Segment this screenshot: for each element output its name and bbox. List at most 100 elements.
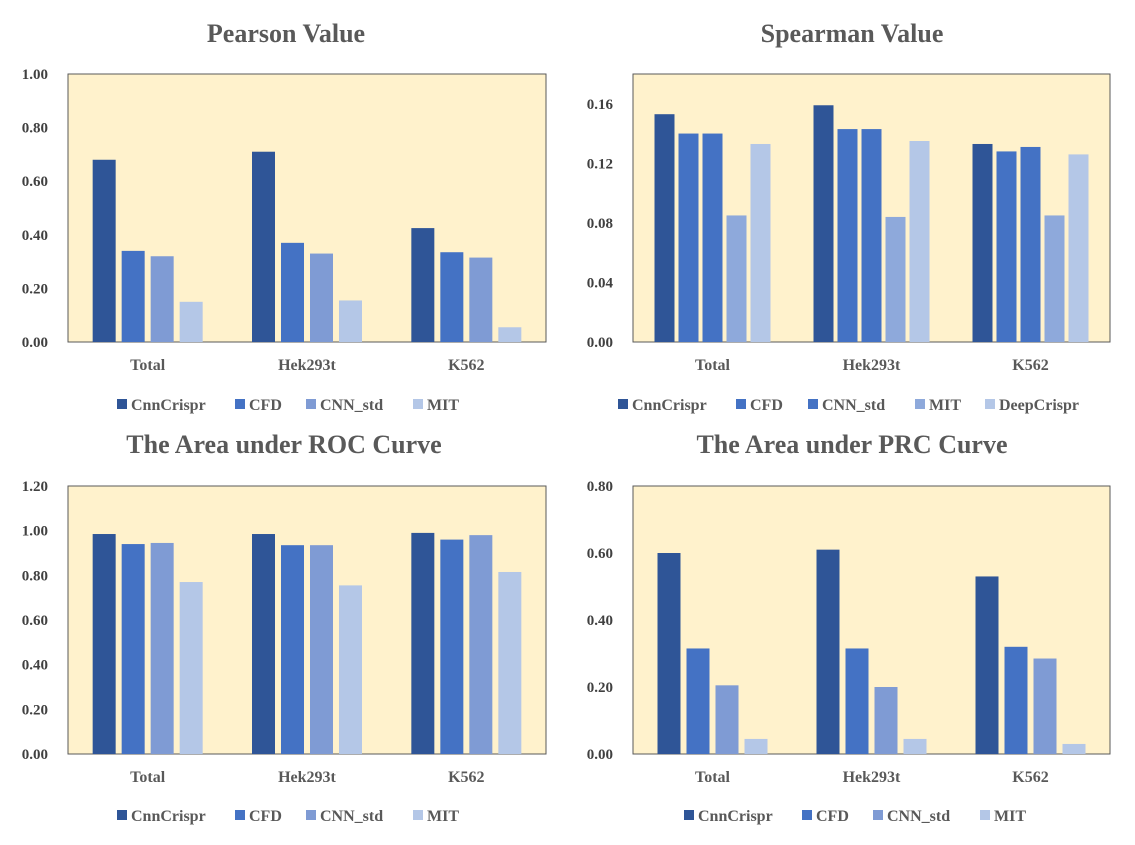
y-tick-label: 0.08 [587,216,613,232]
bar-mit-total [179,301,203,342]
y-tick-label: 0.60 [22,613,48,629]
legend-label: CFD [816,808,849,825]
y-tick-label: 0.80 [587,479,613,495]
bar-cnn-std-total [702,133,723,342]
bar-mit-k562 [1044,215,1065,342]
bar-cnncrispr-k562 [975,576,999,754]
legend-label: CFD [249,808,282,825]
y-tick-label: 0.60 [22,174,48,190]
bar-cnncrispr-hek293t [252,151,275,342]
y-tick-label: 0.60 [587,546,613,562]
bar-mit-k562 [498,571,522,754]
legend-swatch [413,810,423,820]
y-tick-label: 0.40 [587,613,613,629]
legend-label: MIT [994,808,1026,825]
bar-mit-total [744,738,768,754]
bar-cfd-k562 [996,151,1017,342]
bar-mit-k562 [498,327,522,342]
y-tick-label: 1.00 [22,524,48,540]
y-tick-label: 0.20 [587,680,613,696]
bar-mit-k562 [1062,743,1086,754]
legend-label: CnnCrispr [632,397,707,414]
chart-3: The Area under ROC Curve 0.00 0.20 0.40 0.60… [22,430,547,825]
bar-cnn-std-hek293t [310,545,333,754]
bar-cnncrispr-total [92,534,116,754]
legend-label: CnnCrispr [131,808,206,825]
legend-label: MIT [427,808,459,825]
y-tick-label: 0.04 [587,275,614,291]
bar-mit-total [726,215,747,342]
legend-label: CNN_std [320,397,383,414]
legend-swatch [915,399,925,409]
bar-cfd-hek293t [281,545,304,754]
bar-cnncrispr-k562 [411,532,435,754]
x-category-label: Hek293t [278,769,336,786]
y-tick-label: 0.00 [587,747,613,763]
legend-swatch [235,810,245,820]
y-tick-label: 0.80 [22,121,48,137]
chart-1: Pearson Value 0.00 0.20 0.40 0.60 0.80 1.00 Tot… [22,19,547,414]
bar-cnn-std-total [715,685,739,754]
plot-area [632,485,1111,755]
y-tick-label: 0.00 [587,335,613,351]
y-tick-label: 0.00 [22,747,48,763]
bar-cnncrispr-k562 [411,228,435,342]
legend-label: MIT [929,397,961,414]
x-category-label: Total [695,357,731,374]
x-category-label: Total [130,357,166,374]
bar-cnn-std-hek293t [310,253,333,342]
y-tick-label: 0.20 [22,702,48,718]
legend-swatch [306,810,316,820]
bar-mit-hek293t [339,300,362,342]
legend-label: CNN_std [887,808,950,825]
x-category-label: Hek293t [843,357,901,374]
legend-label: CFD [750,397,783,414]
bar-mit-hek293t [339,585,362,754]
legend-swatch [306,399,316,409]
bar-cfd-total [678,133,699,342]
y-tick-label: 0.40 [22,658,48,674]
bar-cnn-std-k562 [1033,658,1057,754]
legend-swatch [117,810,127,820]
legend-swatch [802,810,812,820]
bar-cnncrispr-total [654,114,675,342]
bar-cfd-k562 [1004,646,1028,754]
legend-swatch [985,399,995,409]
chart-title: The Area under PRC Curve [696,430,1007,459]
legend-swatch [235,399,245,409]
legend-swatch [413,399,423,409]
bar-cnncrispr-hek293t [813,105,834,343]
x-category-label: K562 [1012,357,1048,374]
legend-swatch [736,399,746,409]
bar-deepcrispr-hek293t [909,141,930,342]
legend-label: CnnCrispr [698,808,773,825]
bar-cnncrispr-k562 [972,143,993,342]
y-tick-label: 1.20 [22,479,48,495]
bar-cfd-total [121,250,145,342]
bar-deepcrispr-k562 [1068,154,1089,342]
bar-mit-hek293t [885,216,906,342]
legend-swatch [117,399,127,409]
x-category-label: Hek293t [278,357,336,374]
chart-2: Spearman Value 0.00 0.04 0.08 0.12 0.16 Total H… [587,19,1111,414]
bar-cfd-total [121,544,145,754]
bar-cfd-hek293t [281,242,304,342]
bar-cnn-std-hek293t [861,129,882,342]
bar-cnn-std-total [150,256,174,342]
bar-cnn-std-k562 [1020,146,1041,342]
legend-swatch [808,399,818,409]
x-category-label: Total [130,769,166,786]
bar-cnn-std-k562 [469,535,493,754]
legend-swatch [873,810,883,820]
bar-cnn-std-total [150,542,174,754]
bar-cfd-k562 [440,539,464,754]
chart-title: Spearman Value [761,19,944,48]
y-tick-label: 0.40 [22,228,48,244]
legend-label: CNN_std [822,397,885,414]
plot-area [67,73,547,343]
legend-swatch [684,810,694,820]
legend-swatch [618,399,628,409]
legend-label: CFD [249,397,282,414]
plot-area [67,485,547,755]
